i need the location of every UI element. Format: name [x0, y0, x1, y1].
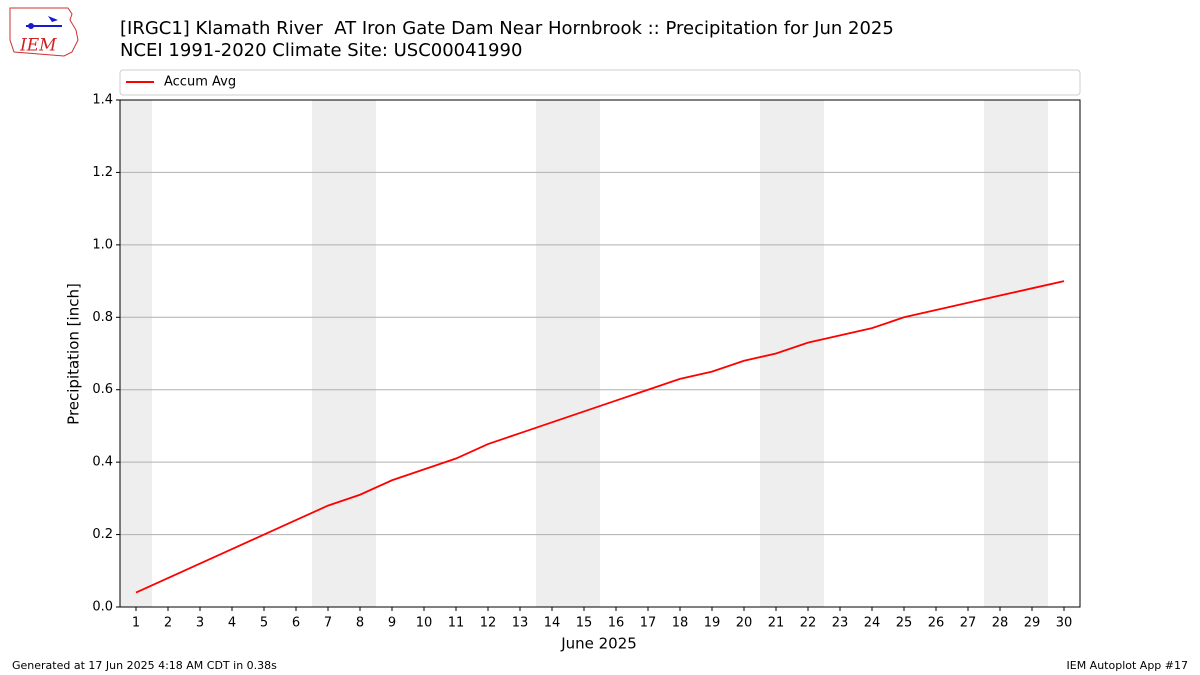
y-tick-label: 0.8	[92, 310, 113, 325]
y-tick-label: 0.0	[92, 600, 113, 615]
x-tick-label: 28	[992, 616, 1009, 631]
x-tick-label: 15	[576, 616, 593, 631]
x-tick-label: 10	[416, 616, 433, 631]
chart-subtitle: NCEI 1991-2020 Climate Site: USC00041990	[120, 40, 522, 61]
x-tick-label: 1	[132, 616, 140, 631]
x-tick-label: 5	[260, 616, 268, 631]
weekend-band	[536, 100, 600, 607]
x-tick-label: 2	[164, 616, 172, 631]
y-tick-label: 1.4	[92, 93, 113, 108]
x-tick-label: 29	[1024, 616, 1041, 631]
x-tick-label: 7	[324, 616, 332, 631]
footer-right: IEM Autoplot App #17	[1067, 659, 1189, 672]
chart-title: [IRGC1] Klamath River AT Iron Gate Dam N…	[120, 18, 894, 39]
x-tick-label: 3	[196, 616, 204, 631]
y-tick-label: 0.6	[92, 382, 113, 397]
data-line	[135, 280, 1065, 594]
legend-box	[119, 69, 1081, 96]
x-tick-label: 23	[832, 616, 849, 631]
x-axis-label: June 2025	[560, 635, 637, 653]
x-tick-label: 6	[292, 616, 300, 631]
weekend-band	[760, 100, 824, 607]
x-tick-label: 17	[640, 616, 657, 631]
x-tick-label: 19	[704, 616, 721, 631]
footer-left: Generated at 17 Jun 2025 4:18 AM CDT in …	[12, 659, 277, 672]
x-tick-label: 24	[864, 616, 881, 631]
x-tick-label: 18	[672, 616, 689, 631]
weekend-band	[120, 100, 152, 607]
x-tick-label: 25	[896, 616, 913, 631]
y-tick-label: 1.0	[92, 237, 113, 252]
y-tick-label: 0.4	[92, 455, 113, 470]
x-tick-label: 21	[768, 616, 785, 631]
x-tick-label: 16	[608, 616, 625, 631]
plot-frame	[119, 99, 1081, 608]
x-tick-label: 4	[228, 616, 236, 631]
y-axis-label: Precipitation [inch]	[65, 283, 83, 425]
x-tick-label: 26	[928, 616, 945, 631]
x-tick-label: 8	[356, 616, 364, 631]
x-tick-label: 22	[800, 616, 817, 631]
legend-label: Accum Avg	[164, 75, 236, 90]
x-tick-label: 12	[480, 616, 497, 631]
x-tick-label: 13	[512, 616, 529, 631]
x-tick-label: 27	[960, 616, 977, 631]
x-tick-label: 20	[736, 616, 753, 631]
y-tick-label: 1.2	[92, 165, 113, 180]
x-tick-label: 14	[544, 616, 561, 631]
x-tick-label: 9	[388, 616, 396, 631]
weekend-band	[312, 100, 376, 607]
weekend-band	[984, 100, 1048, 607]
logo-text: IEM	[19, 36, 57, 56]
logo: IEM	[9, 7, 79, 57]
y-tick-label: 0.2	[92, 527, 113, 542]
x-tick-label: 11	[448, 616, 465, 631]
x-tick-label: 30	[1056, 616, 1073, 631]
